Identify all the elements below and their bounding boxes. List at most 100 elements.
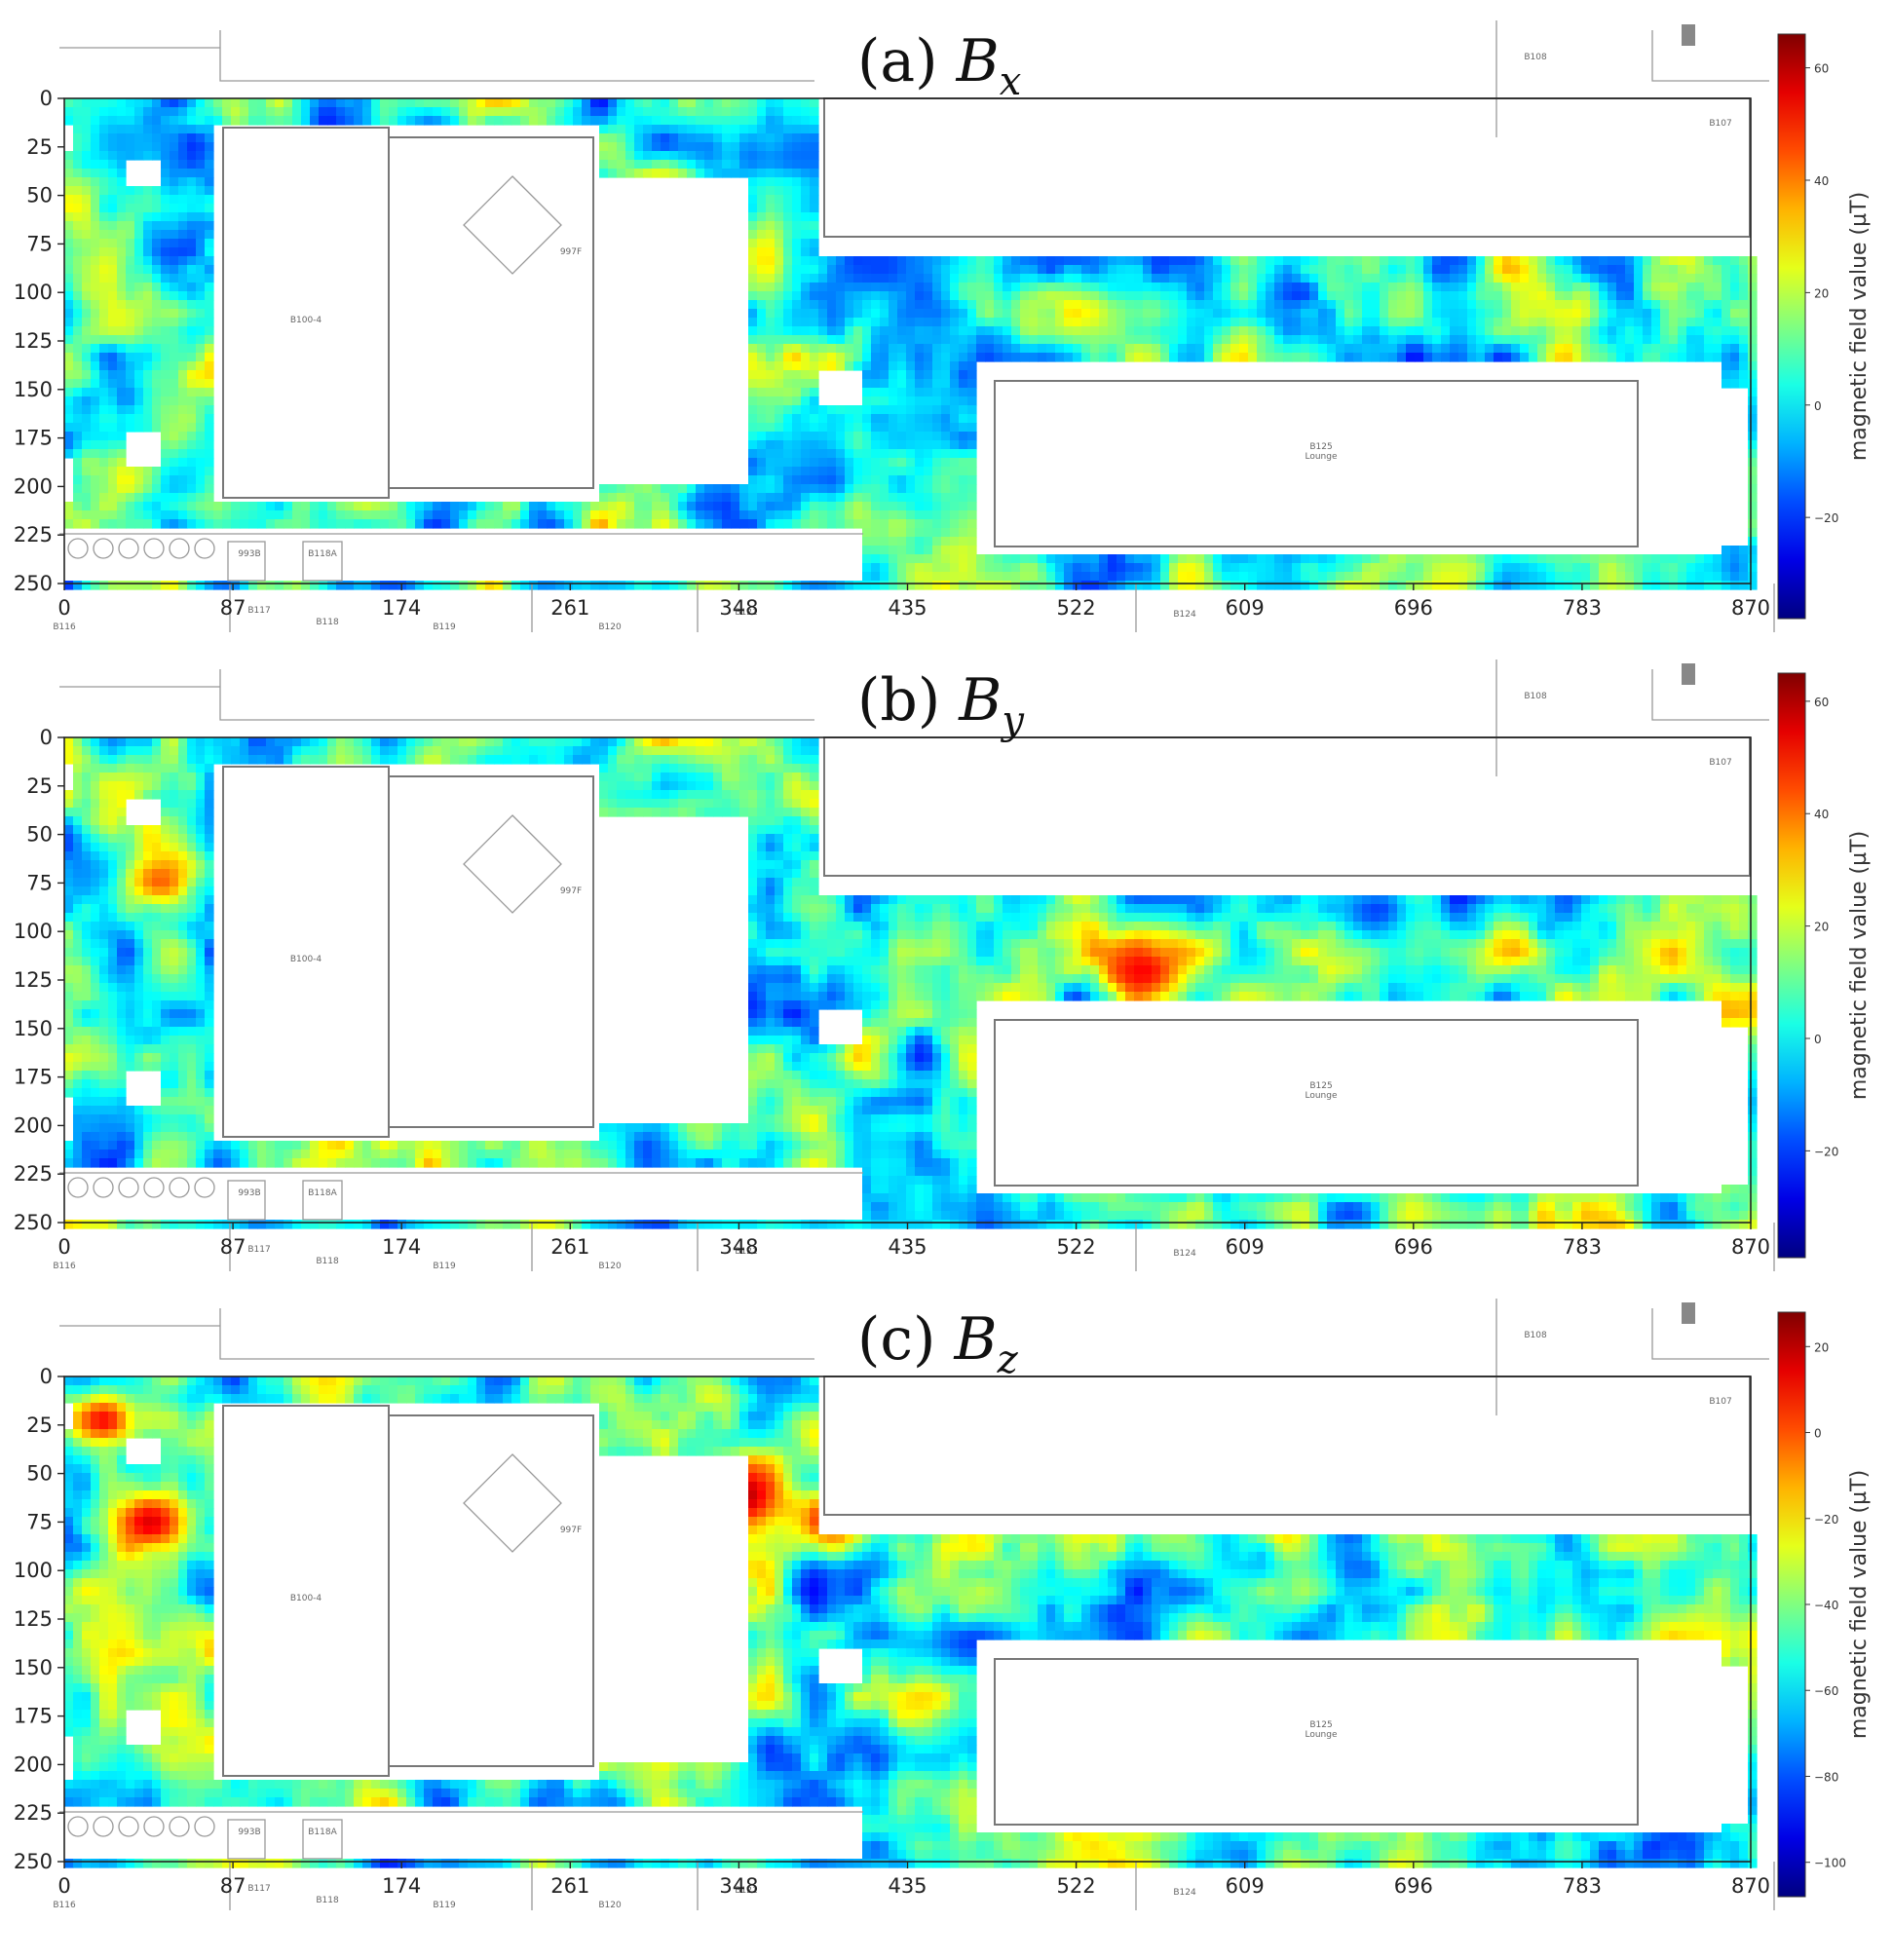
colorbar-tick-label: 20: [1814, 1340, 1829, 1354]
y-tick-label: 25: [26, 135, 53, 159]
room-label: B119: [433, 622, 456, 632]
y-tick-label: 175: [14, 1066, 53, 1089]
room-label: B120: [598, 1901, 622, 1910]
y-tick-label: 50: [26, 184, 53, 207]
room-label: B120: [598, 1262, 622, 1271]
y-tick-label: 50: [26, 1462, 53, 1486]
x-tick-label: 696: [1394, 1235, 1433, 1259]
room-label: B100-4: [290, 955, 322, 964]
room-label: B125: [1309, 442, 1332, 452]
x-tick-label: 261: [550, 596, 589, 620]
room-label: 993B: [238, 1828, 260, 1837]
room-label: B108: [1524, 53, 1547, 62]
y-tick-label: 0: [40, 87, 53, 110]
room-label: B100-4: [290, 316, 322, 325]
x-tick-label: 174: [382, 596, 421, 620]
y-tick-label: 150: [14, 1017, 53, 1040]
room-label: Lounge: [1305, 452, 1337, 462]
colorbar-label: magnetic field value (µT): [1847, 831, 1872, 1100]
room-label: B107: [1709, 1397, 1731, 1407]
y-tick-label: 125: [14, 968, 53, 992]
room-label: 997F: [560, 886, 582, 896]
colorbar: [1777, 1311, 1806, 1898]
x-tick-label: 609: [1226, 596, 1265, 620]
panel-title: (c) Bz: [857, 1305, 1019, 1382]
room-label: B121: [735, 1247, 757, 1257]
room-label: B116: [53, 622, 76, 632]
y-tick-label: 0: [40, 726, 53, 749]
x-tick-label: 174: [382, 1874, 421, 1898]
room-label: B118A: [308, 1828, 337, 1837]
heatmap-field: [64, 1376, 1758, 1868]
room-label: B117: [247, 1884, 270, 1894]
x-tick-label: 261: [550, 1235, 589, 1259]
colorbar-tick-label: −80: [1814, 1770, 1838, 1784]
colorbar: [1777, 33, 1806, 620]
room-label: B118A: [308, 1188, 337, 1198]
x-tick-label: 0: [57, 1235, 70, 1259]
y-tick-label: 200: [14, 474, 53, 498]
y-tick-label: 75: [26, 1510, 53, 1533]
x-tick-label: 0: [57, 1874, 70, 1898]
colorbar-tick-label: −20: [1814, 1145, 1838, 1158]
room-label: B121: [735, 608, 757, 618]
y-tick-label: 225: [14, 1162, 53, 1186]
colorbar-tick-label: 60: [1814, 62, 1829, 76]
room-label: B107: [1709, 119, 1731, 129]
x-tick-label: 87: [220, 1874, 246, 1898]
y-tick-label: 25: [26, 774, 53, 798]
x-tick-label: 870: [1731, 1874, 1770, 1898]
room-label: B116: [53, 1262, 76, 1271]
x-tick-label: 435: [888, 1874, 927, 1898]
room-label: 997F: [560, 1526, 582, 1535]
y-tick-label: 200: [14, 1753, 53, 1776]
y-tick-label: 75: [26, 871, 53, 894]
x-tick-label: 696: [1394, 596, 1433, 620]
colorbar-tick-label: 0: [1814, 1033, 1822, 1046]
y-tick-label: 250: [14, 1211, 53, 1234]
y-tick-label: 125: [14, 329, 53, 353]
room-label: B125: [1309, 1081, 1332, 1091]
room-label: Lounge: [1305, 1730, 1337, 1740]
room-label: 997F: [560, 247, 582, 257]
colorbar-tick-label: 20: [1814, 921, 1829, 934]
room-label: B124: [1173, 610, 1196, 620]
room-label: B108: [1524, 1331, 1547, 1340]
room-label: B118: [316, 1896, 339, 1905]
x-tick-label: 87: [220, 1235, 246, 1259]
x-tick-label: 261: [550, 1874, 589, 1898]
y-tick-label: 100: [14, 920, 53, 943]
colorbar-tick-label: −60: [1814, 1684, 1838, 1698]
room-label: B118: [316, 618, 339, 627]
x-tick-label: 435: [888, 596, 927, 620]
x-tick-label: 522: [1057, 1874, 1096, 1898]
x-tick-label: 783: [1563, 596, 1602, 620]
panel-title: (b) By: [857, 666, 1025, 743]
y-tick-label: 100: [14, 1559, 53, 1582]
x-tick-label: 870: [1731, 596, 1770, 620]
x-tick-label: 783: [1563, 1235, 1602, 1259]
colorbar-tick-label: 20: [1814, 286, 1829, 300]
y-tick-label: 150: [14, 1656, 53, 1679]
heatmap-field: [64, 98, 1758, 590]
room-label: B124: [1173, 1249, 1196, 1259]
colorbar-tick-label: −100: [1814, 1857, 1846, 1870]
y-tick-label: 25: [26, 1413, 53, 1437]
colorbar-label: magnetic field value (µT): [1847, 1470, 1872, 1739]
y-tick-label: 200: [14, 1113, 53, 1137]
colorbar-tick-label: 60: [1814, 696, 1829, 709]
room-label: B116: [53, 1901, 76, 1910]
y-tick-label: 150: [14, 378, 53, 401]
room-label: B121: [735, 1886, 757, 1896]
x-tick-label: 870: [1731, 1235, 1770, 1259]
room-label: 993B: [238, 549, 260, 559]
room-label: B125: [1309, 1720, 1332, 1730]
colorbar-tick-label: 40: [1814, 174, 1829, 188]
x-tick-label: 696: [1394, 1874, 1433, 1898]
room-label: B118: [316, 1257, 339, 1266]
x-tick-label: 87: [220, 596, 246, 620]
